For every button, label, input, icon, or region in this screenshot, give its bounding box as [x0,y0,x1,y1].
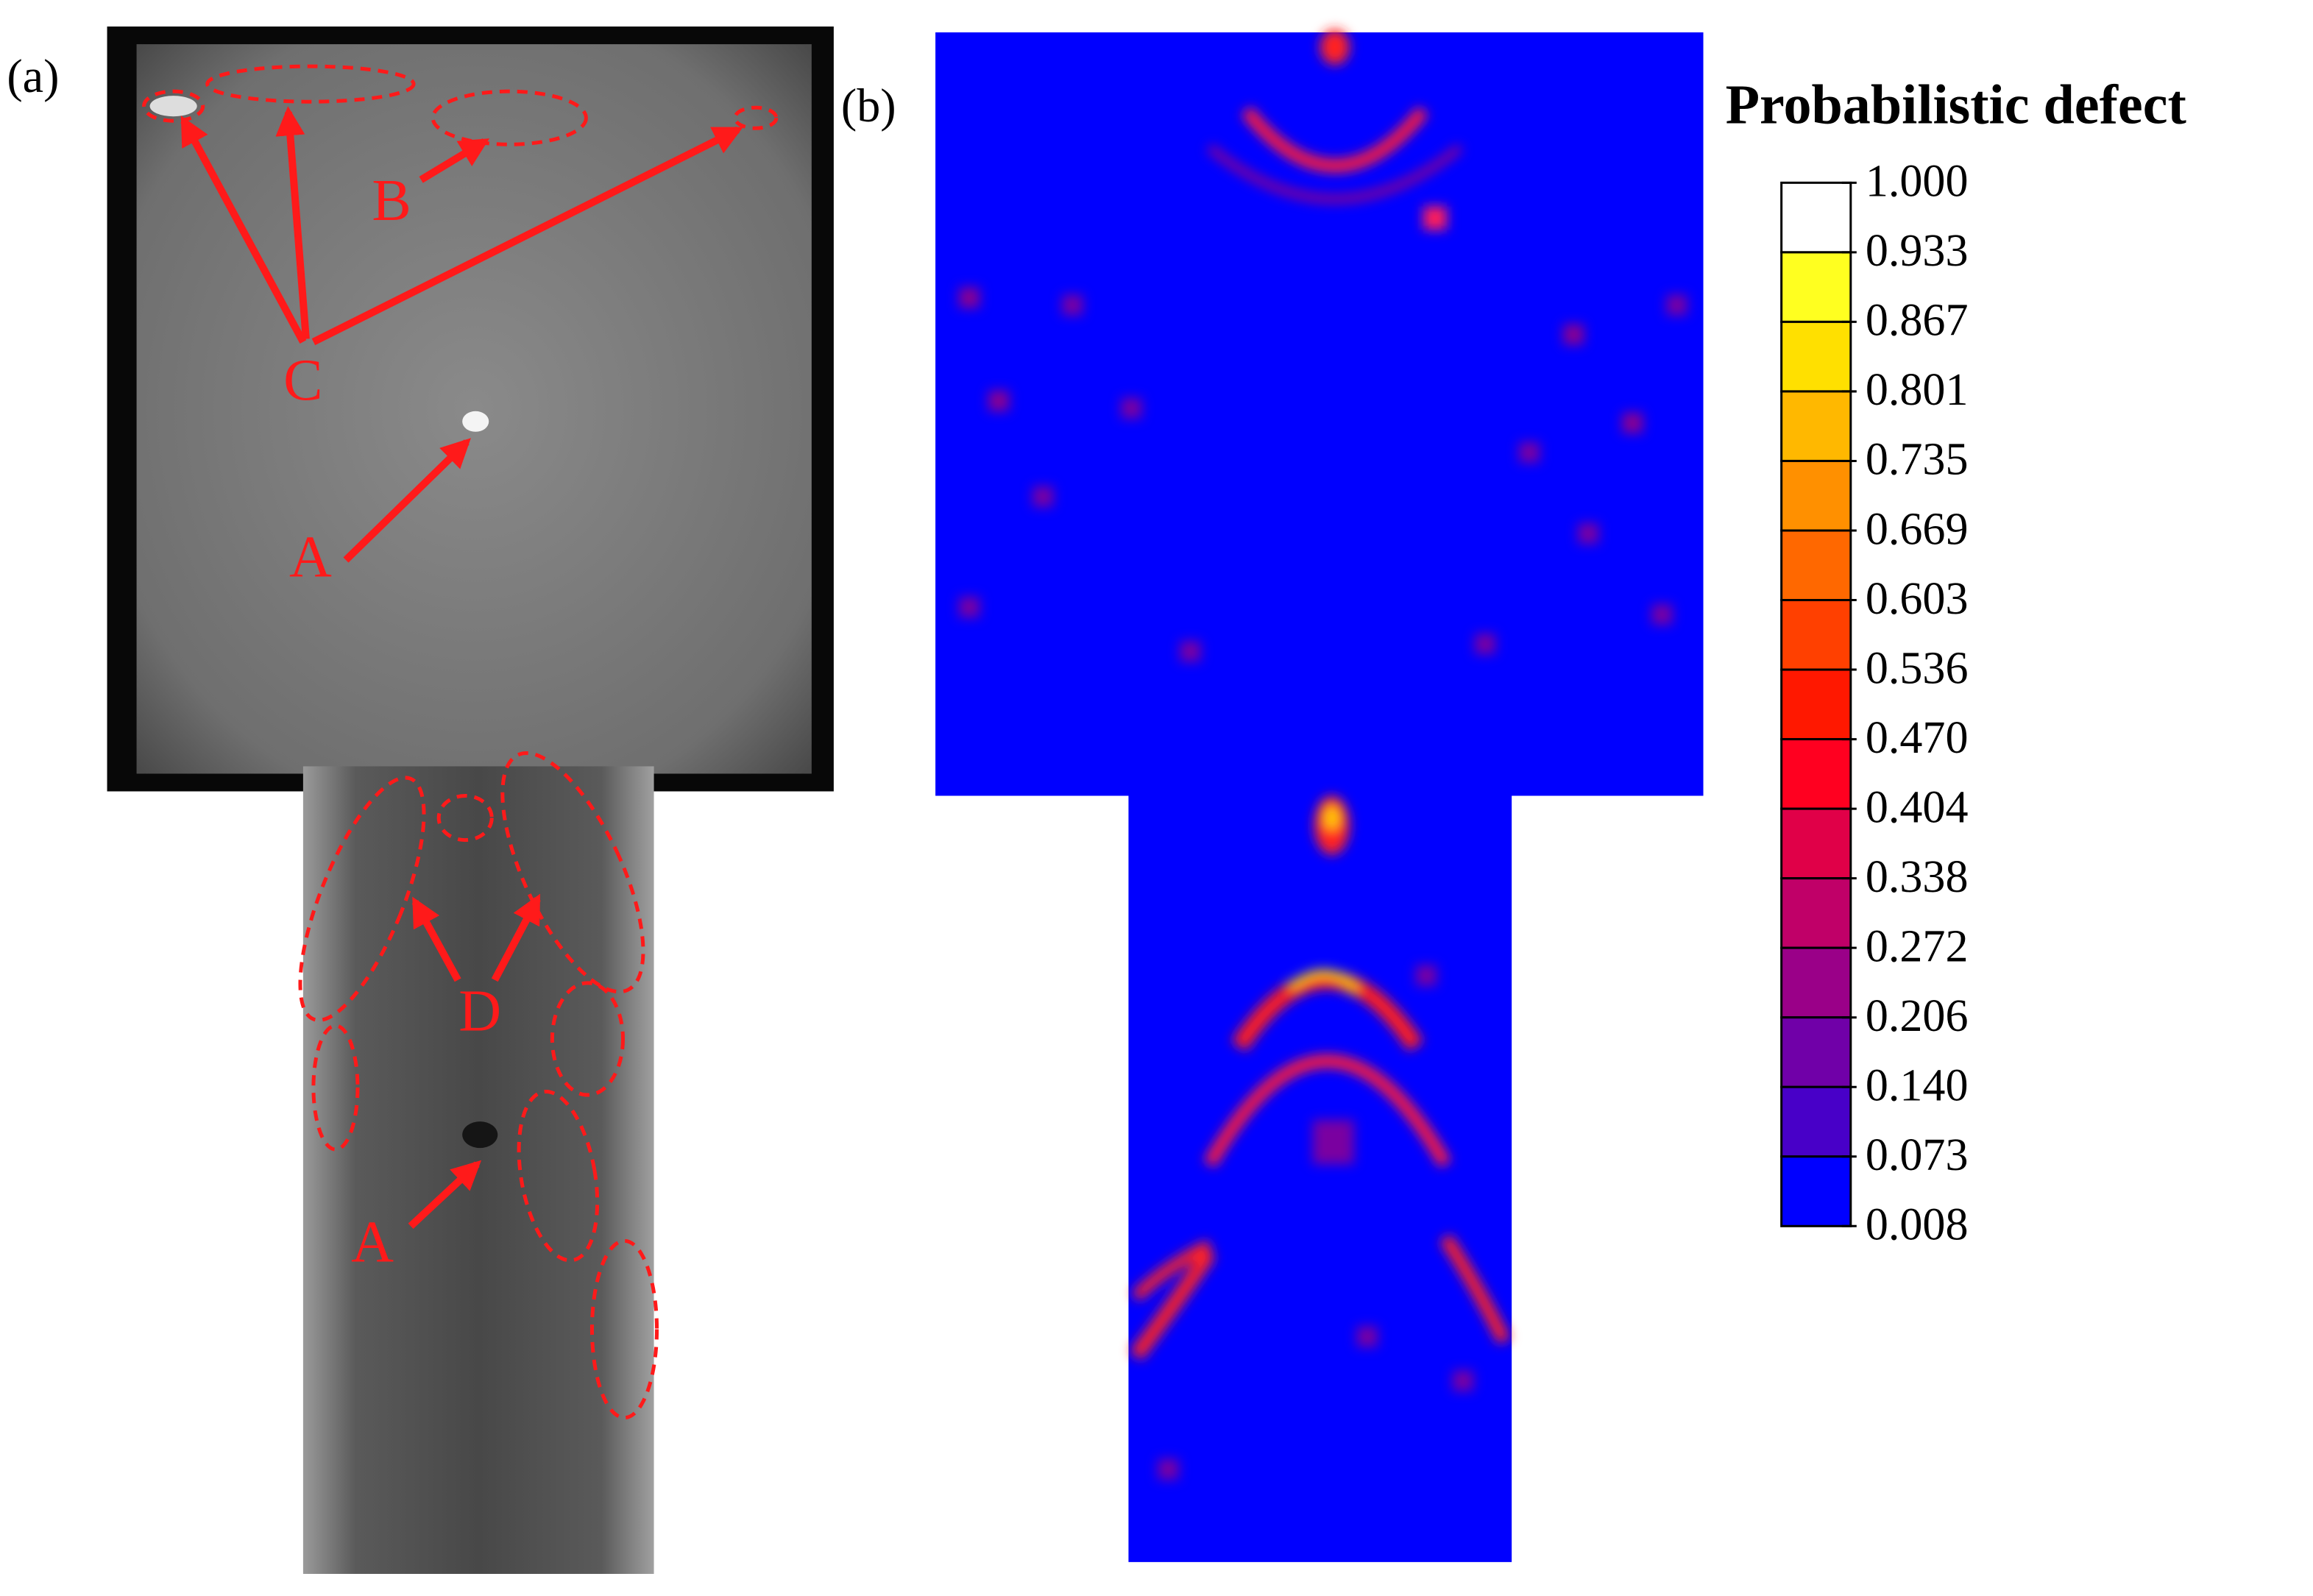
colorbar: Probabilistic defect 1.000 0.933 0.867 0.80… [1726,74,2186,1250]
xray-top [136,44,812,774]
colorbar-label: 0.603 [1866,574,1969,624]
marker-ellipse [517,1089,600,1263]
colorbar-label: 0.933 [1866,226,1969,276]
colorbar-label: 0.470 [1866,713,1969,763]
colorbar-band [1780,181,1852,254]
colorbar-label: 1.000 [1866,157,1969,207]
colorbar-label: 0.404 [1866,782,1969,832]
colorbar-band [1780,390,1852,462]
defect-field [959,29,1687,1480]
panel-label: (a) [7,50,59,102]
annotation: B [372,169,411,233]
colorbar-label: 0.867 [1866,296,1969,346]
colorbar-band [1780,1016,1852,1088]
marker-ellipse [500,751,645,994]
annotation: C [283,348,322,413]
colorbar-band [1780,946,1852,1019]
arrow [180,116,307,344]
marker-ellipse [142,89,205,123]
colorbar-title: Probabilistic defect [1726,74,2186,136]
arrow [275,106,310,340]
colorbar-band [1780,738,1852,810]
arrow [408,1160,482,1229]
colorbar-band [1780,459,1852,532]
marker-ellipse [436,793,494,843]
arrow [343,438,471,563]
colorbar-label: 0.801 [1866,365,1969,415]
colorbar-label: 0.338 [1866,852,1969,902]
pore [462,411,489,432]
pore [462,1121,498,1149]
colorbar-label: 0.536 [1866,643,1969,693]
colorbar-label: 0.140 [1866,1060,1969,1110]
colorbar-label: 0.073 [1866,1130,1969,1180]
annotation: D [458,979,501,1043]
panel-b: (b) [841,29,1704,1562]
colorbar-label: 0.008 [1866,1200,1969,1250]
marker-ellipse [589,1238,659,1420]
marker-ellipse [298,776,426,1022]
colorbar-label: 0.735 [1866,435,1969,485]
colorbar-band [1780,668,1852,741]
arrow [419,138,490,183]
xray-stem [302,766,654,1574]
colorbar-label: 0.206 [1866,991,1969,1041]
colorbar-band [1780,877,1852,949]
colorbar-band [1780,807,1852,880]
specimen-map [935,32,1704,1562]
marker-ellipse [733,105,779,130]
colorbar-band [1780,599,1852,671]
colorbar-label: 0.669 [1866,504,1969,554]
marker-ellipse [205,64,416,104]
annotation: A [351,1210,394,1275]
panel-a: (a) A B C D A [7,26,834,1574]
colorbar-label: 0.272 [1866,921,1969,971]
marker-ellipse [311,1024,360,1152]
marker-ellipse [550,981,626,1097]
colorbar-band [1780,320,1852,393]
colorbar-band [1780,1085,1852,1158]
marker-ellipse [431,89,588,146]
annotation: A [289,525,332,589]
colorbar-band [1780,1155,1852,1227]
arrow [491,893,541,982]
colorbar-band [1780,529,1852,602]
panel-label: (b) [841,79,896,132]
arrow [411,896,461,982]
bright-spot [149,96,197,117]
arrow [311,126,743,346]
colorbar-band [1780,251,1852,323]
